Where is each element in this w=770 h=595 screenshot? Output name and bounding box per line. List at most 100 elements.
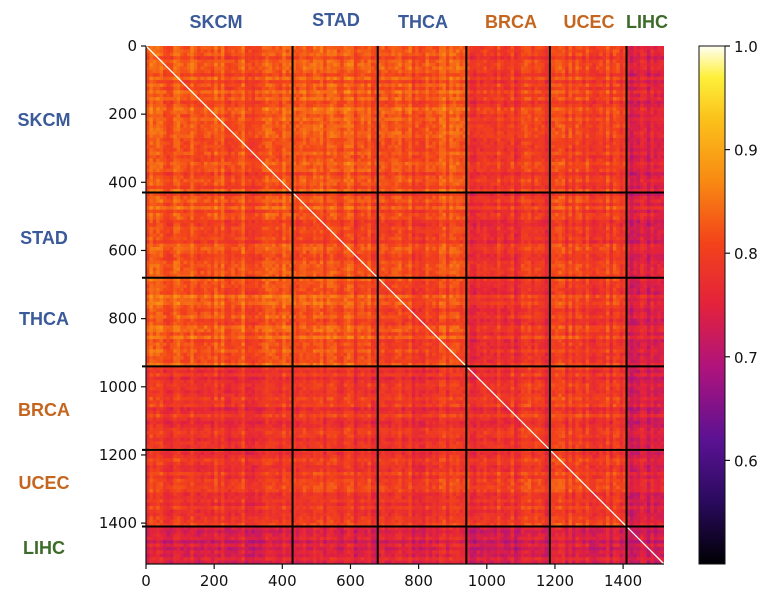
heatmap-cell — [626, 56, 631, 60]
heatmap-cell — [387, 138, 392, 142]
heatmap-cell — [524, 90, 529, 95]
heatmap-cell — [306, 56, 310, 60]
heatmap-cell — [514, 114, 518, 118]
heatmap-cell — [367, 131, 372, 135]
heatmap-cell — [312, 59, 317, 64]
heatmap-cell — [497, 124, 501, 129]
heatmap-cell — [466, 120, 471, 125]
heatmap-cell — [261, 120, 266, 125]
heatmap-cell — [558, 107, 563, 112]
heatmap-cell — [394, 83, 399, 88]
heatmap-cell — [473, 90, 477, 95]
heatmap-cell — [646, 56, 651, 60]
heatmap-cell — [377, 97, 382, 101]
heatmap-cell — [347, 107, 351, 112]
heatmap-cell — [289, 97, 293, 101]
heatmap-cell — [527, 131, 532, 135]
heatmap-cell — [415, 56, 419, 60]
heatmap-cell — [265, 151, 270, 156]
heatmap-cell — [486, 66, 491, 71]
heatmap-cell — [159, 90, 164, 95]
heatmap-cell — [541, 127, 546, 132]
heatmap-cell — [456, 52, 460, 57]
heatmap-cell — [350, 63, 355, 67]
heatmap-cell — [411, 66, 416, 71]
heatmap-cell — [173, 131, 178, 135]
heatmap-cell — [650, 148, 655, 152]
heatmap-cell — [282, 114, 287, 118]
heatmap-cell — [292, 49, 297, 54]
heatmap-cell — [445, 46, 450, 50]
heatmap-cell — [231, 144, 235, 149]
heatmap-cell — [312, 117, 317, 122]
heatmap-cell — [442, 90, 447, 95]
heatmap-cell — [268, 107, 273, 112]
heatmap-cell — [255, 56, 259, 60]
heatmap-cell — [589, 80, 593, 84]
heatmap-cell — [619, 73, 624, 78]
heatmap-cell — [432, 141, 437, 146]
heatmap-cell — [377, 93, 382, 98]
heatmap-cell — [258, 103, 263, 108]
heatmap-cell — [619, 63, 624, 67]
heatmap-cell — [367, 97, 372, 101]
heatmap-cell — [261, 117, 266, 122]
heatmap-cell — [384, 66, 389, 71]
heatmap-cell — [374, 86, 379, 91]
heatmap-cell — [275, 103, 280, 108]
heatmap-cell — [595, 100, 600, 105]
heatmap-cell — [473, 144, 477, 149]
heatmap-cell — [180, 63, 184, 67]
heatmap-cell — [524, 76, 529, 81]
heatmap-cell — [650, 103, 655, 108]
heatmap-cell — [636, 56, 641, 60]
heatmap-cell — [186, 83, 191, 88]
heatmap-cell — [292, 83, 297, 88]
heatmap-cell — [425, 107, 430, 112]
heatmap-cell — [582, 144, 586, 149]
heatmap-cell — [449, 107, 454, 112]
heatmap-cell — [381, 86, 385, 91]
heatmap-cell — [336, 83, 341, 88]
heatmap-cell — [462, 69, 467, 74]
heatmap-cell — [486, 117, 491, 122]
heatmap-cell — [306, 97, 310, 101]
heatmap-cell — [476, 76, 481, 81]
heatmap-cell — [514, 124, 518, 129]
heatmap-cell — [449, 120, 454, 125]
heatmap-cell — [306, 127, 310, 132]
heatmap-cell — [231, 52, 235, 57]
heatmap-cell — [623, 69, 627, 74]
heatmap-cell — [534, 110, 539, 115]
heatmap-cell — [452, 141, 457, 146]
heatmap-cell — [183, 138, 188, 142]
heatmap-cell — [650, 100, 655, 105]
heatmap-cell — [159, 93, 164, 98]
heatmap-cell — [490, 52, 494, 57]
heatmap-cell — [582, 127, 586, 132]
heatmap-cell — [422, 52, 426, 57]
heatmap-cell — [411, 120, 416, 125]
heatmap-cell — [364, 151, 368, 156]
heatmap-cell — [578, 144, 583, 149]
heatmap-cell — [152, 93, 157, 98]
heatmap-cell — [295, 90, 300, 95]
heatmap-cell — [445, 138, 450, 142]
heatmap-cell — [592, 83, 597, 88]
heatmap-cell — [486, 103, 491, 108]
heatmap-cell — [657, 73, 661, 78]
heatmap-cell — [159, 107, 164, 112]
heatmap-cell — [442, 86, 447, 91]
heatmap-cell — [282, 117, 287, 122]
heatmap-cell — [439, 90, 443, 95]
heatmap-cell — [285, 114, 290, 118]
heatmap-cell — [565, 107, 569, 112]
heatmap-cell — [575, 73, 580, 78]
heatmap-cell — [589, 59, 593, 64]
heatmap-cell — [312, 93, 317, 98]
heatmap-cell — [629, 141, 634, 146]
heatmap-cell — [193, 90, 198, 95]
heatmap-cell — [418, 52, 423, 57]
heatmap-cell — [571, 117, 576, 122]
heatmap-cell — [214, 52, 218, 57]
